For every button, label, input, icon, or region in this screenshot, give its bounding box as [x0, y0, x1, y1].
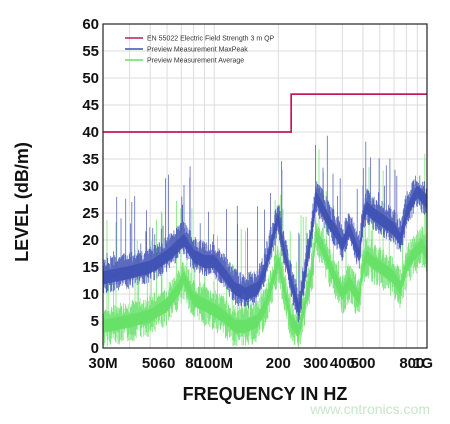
x-tick-label: 50 — [142, 355, 159, 372]
legend-label: Preview Measurement Average — [147, 58, 244, 65]
plot-border — [102, 23, 428, 349]
y-tick-label: 30 — [82, 178, 99, 195]
x-tick-label: 80 — [185, 355, 202, 372]
legend: EN 55022 Electric Field Strength 3 m QP P… — [125, 36, 275, 65]
y-tick-label: 55 — [82, 43, 99, 60]
y-axis-ticks: 0 5 10 15 20 25 30 35 40 45 50 55 60 — [82, 16, 99, 357]
x-tick-label: 30M — [88, 355, 117, 372]
x-tick-label: 100M — [195, 355, 233, 372]
x-tick-label: 500 — [350, 355, 375, 372]
series-layer — [102, 93, 428, 348]
series-limit-line-top — [103, 93, 427, 133]
y-tick-label: 5 — [91, 313, 99, 330]
x-tick-label: 400 — [330, 355, 355, 372]
y-tick-label: 10 — [82, 286, 99, 303]
y-tick-label: 45 — [82, 97, 99, 114]
y-tick-label: 20 — [82, 232, 99, 249]
series-limit-line — [103, 93, 427, 133]
y-tick-label: 60 — [82, 16, 99, 33]
legend-label: Preview Measurement MaxPeak — [147, 47, 248, 54]
y-tick-label: 15 — [82, 259, 99, 276]
y-tick-label: 50 — [82, 70, 99, 87]
y-tick-label: 0 — [91, 340, 99, 357]
y-axis-label: LEVEL (dB/m) — [12, 142, 32, 262]
y-tick-label: 25 — [82, 205, 99, 222]
x-tick-label: 1G — [413, 355, 433, 372]
x-tick-label: 60 — [159, 355, 176, 372]
watermark: www.cntronics.com — [309, 401, 430, 417]
x-tick-label: 800 — [399, 355, 424, 372]
plot-frame — [102, 23, 428, 349]
x-tick-label: 200 — [266, 355, 291, 372]
x-axis-label: FREQUENCY IN HZ — [183, 384, 348, 404]
y-tick-label: 35 — [82, 151, 99, 168]
legend-label: EN 55022 Electric Field Strength 3 m QP — [147, 36, 275, 43]
x-tick-label: 300 — [303, 355, 328, 372]
y-tick-label: 40 — [82, 124, 99, 141]
